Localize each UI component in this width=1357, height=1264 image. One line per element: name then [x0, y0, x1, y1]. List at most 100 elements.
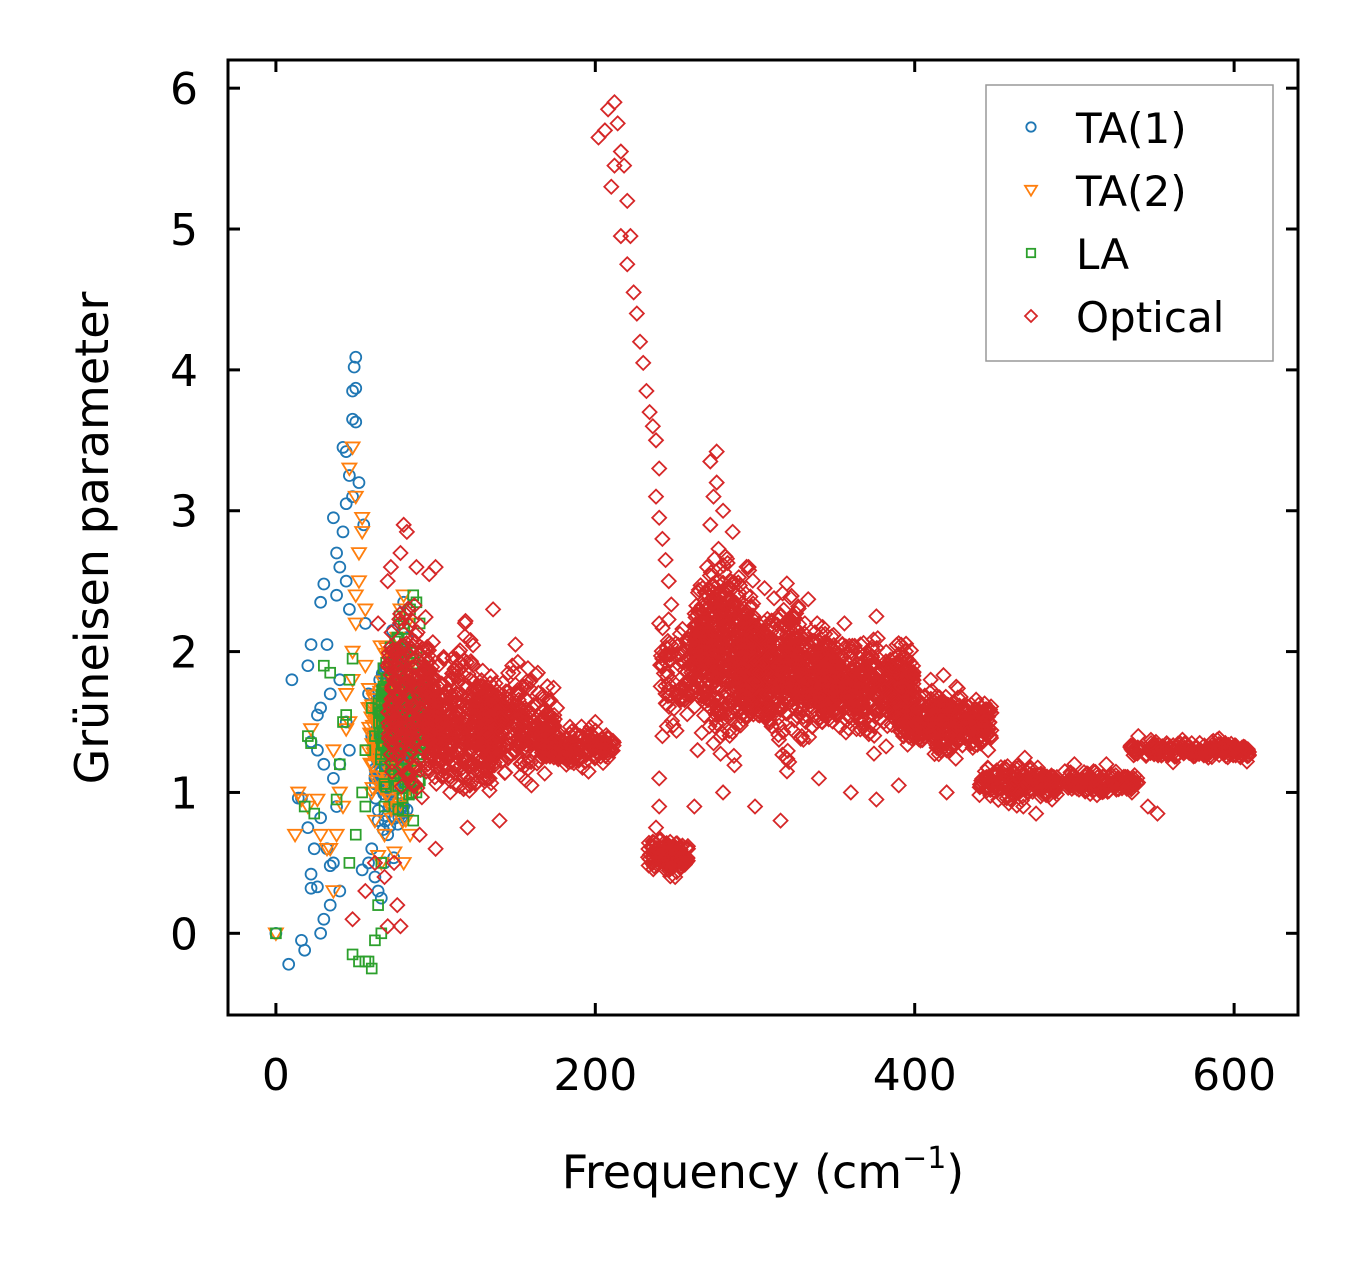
point-la [318, 659, 330, 672]
point-optical [823, 666, 840, 684]
point-optical [572, 738, 590, 755]
point-optical [410, 712, 428, 730]
point-optical [494, 674, 511, 692]
point-optical [956, 729, 973, 746]
point-optical [464, 636, 482, 654]
y-tick-label: 6 [170, 64, 198, 115]
point-optical [462, 652, 480, 670]
point-optical [507, 636, 524, 653]
point-ta-1 [333, 560, 347, 574]
point-optical [388, 717, 406, 735]
point-optical [963, 710, 980, 728]
x-axis-title: Frequency (cm−1) [562, 1141, 965, 1199]
point-optical [733, 688, 751, 706]
point-optical [852, 636, 869, 653]
point-optical [865, 631, 882, 648]
point-la [372, 899, 384, 911]
point-optical [814, 618, 831, 636]
point-optical [703, 666, 720, 684]
point-optical [905, 716, 923, 734]
point-optical [726, 757, 743, 774]
point-optical [869, 629, 887, 647]
legend-markers [1023, 121, 1039, 324]
point-ta-1 [346, 384, 359, 398]
point-optical [725, 747, 743, 765]
point-ta-1 [314, 701, 327, 715]
point-optical [701, 717, 718, 735]
point-optical [1043, 779, 1060, 797]
point-optical [644, 417, 662, 435]
point-optical [1123, 784, 1141, 801]
point-optical [971, 786, 988, 804]
point-ta-1 [317, 912, 331, 926]
legend-marker-ta-1 [1025, 121, 1037, 133]
point-optical [606, 93, 623, 111]
point-optical [754, 655, 771, 673]
point-optical [797, 685, 814, 702]
point-optical [587, 713, 604, 731]
point-optical [509, 681, 526, 699]
point-optical [830, 706, 847, 724]
point-optical [850, 680, 868, 697]
point-optical [925, 730, 943, 748]
point-la [380, 781, 392, 793]
point-optical [539, 718, 556, 736]
point-optical [1159, 736, 1176, 754]
point-optical [747, 617, 764, 634]
point-optical [572, 748, 589, 765]
point-optical [612, 227, 630, 245]
point-optical [477, 711, 494, 729]
point-optical [783, 640, 801, 658]
point-ta-2 [324, 744, 343, 759]
point-optical [909, 700, 927, 718]
point-la [346, 652, 359, 665]
point-optical [427, 840, 444, 858]
point-optical [399, 767, 417, 784]
point-optical [425, 706, 443, 724]
point-optical [890, 777, 908, 794]
point-optical [423, 658, 441, 676]
point-optical [449, 686, 466, 704]
point-optical [654, 727, 671, 745]
point-optical [758, 685, 775, 702]
point-optical [747, 673, 764, 691]
point-ta-1 [285, 673, 299, 687]
point-optical [770, 731, 788, 748]
point-ta-1 [327, 856, 340, 870]
point-optical [612, 143, 630, 160]
point-optical [1072, 777, 1090, 794]
point-optical [521, 673, 539, 690]
point-optical [742, 588, 759, 605]
point-optical [585, 727, 602, 745]
point-optical [764, 668, 781, 686]
point-optical [676, 676, 694, 694]
legend-label-ta1: TA(1) [1075, 104, 1187, 153]
point-optical [382, 661, 400, 679]
point-optical [724, 523, 741, 541]
point-optical [1029, 777, 1047, 794]
point-optical [757, 687, 775, 705]
point-optical [369, 615, 387, 632]
point-ta-2 [292, 793, 311, 808]
point-optical [660, 698, 678, 716]
point-optical [711, 638, 728, 656]
point-optical [421, 763, 438, 780]
point-optical [1232, 748, 1249, 766]
point-ta-1 [301, 659, 315, 673]
point-optical [692, 624, 709, 642]
point-optical [383, 763, 401, 780]
point-optical [517, 673, 535, 691]
point-optical [686, 698, 703, 715]
point-optical [970, 720, 987, 738]
point-optical [904, 681, 921, 698]
point-optical [720, 590, 737, 607]
point-optical [452, 714, 470, 732]
point-ta-2 [327, 828, 346, 844]
point-optical [1027, 805, 1045, 822]
point-optical [388, 641, 405, 659]
point-optical [525, 714, 543, 731]
point-optical [878, 701, 895, 719]
point-optical [474, 662, 492, 680]
point-optical [421, 698, 439, 715]
